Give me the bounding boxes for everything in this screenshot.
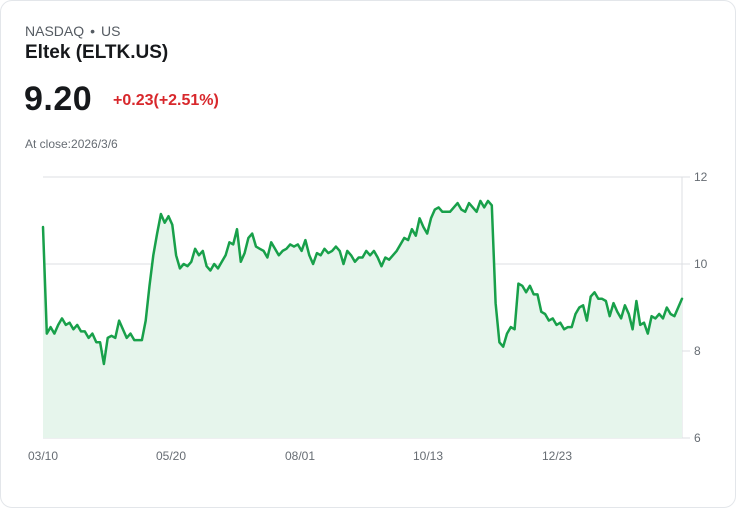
region-label: US [101, 23, 121, 39]
y-axis-labels: 12 10 8 6 [694, 170, 708, 445]
x-tick-label: 03/10 [28, 449, 58, 463]
separator-dot: • [90, 23, 96, 39]
x-tick-label: 05/20 [156, 449, 186, 463]
close-date: At close:2026/3/6 [25, 137, 118, 151]
current-price: 9.20 [24, 80, 93, 118]
price-change: +0.23(+2.51%) [113, 92, 219, 109]
y-tick-label: 6 [694, 431, 701, 445]
y-tick-label: 10 [694, 257, 708, 271]
exchange-name: NASDAQ [25, 23, 85, 39]
y-tick-label: 8 [694, 344, 701, 358]
stock-title: Eltek (ELTK.US) [25, 42, 169, 63]
x-axis-labels: 03/10 05/20 08/01 10/13 12/23 [28, 449, 572, 463]
price-line [41, 199, 684, 366]
y-tick-label: 12 [694, 170, 708, 184]
x-tick-label: 10/13 [413, 449, 443, 463]
exchange-label: NASDAQ • US [25, 23, 120, 39]
price-area-fill [43, 200, 682, 438]
x-tick-label: 12/23 [542, 449, 572, 463]
x-tick-label: 08/01 [285, 449, 315, 463]
